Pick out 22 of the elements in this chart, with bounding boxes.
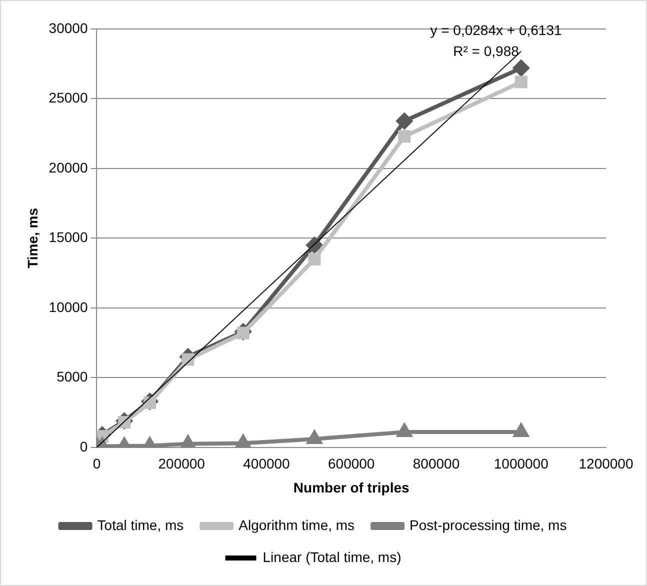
x-tick-label: 400000 [243, 456, 290, 472]
x-tick-label: 200000 [158, 456, 206, 472]
y-tick-label: 30000 [48, 20, 88, 36]
legend-label: Algorithm time, ms [238, 516, 355, 533]
x-tick-label: 1200000 [578, 456, 634, 472]
x-tick-label: 800000 [412, 456, 460, 472]
x-tick-label: 1000000 [494, 456, 549, 472]
x-tick-label: 600000 [328, 456, 375, 472]
legend-label: Total time, ms [97, 516, 184, 533]
annotation: y = 0,0284x + 0,6131 [430, 22, 562, 38]
y-tick-label: 10000 [48, 298, 88, 315]
y-tick-label: 20000 [48, 159, 88, 176]
legend-label: Linear (Total time, ms) [262, 548, 402, 565]
y-tick-label: 25000 [48, 90, 88, 106]
y-tick-label: 0 [80, 438, 88, 454]
y-tick-label: 15000 [48, 229, 88, 246]
x-tick-label: 0 [92, 456, 101, 472]
annotation: R² = 0,988 [453, 42, 520, 59]
y-tick-label: 5000 [56, 368, 88, 385]
y-axis-title: Time, ms [24, 208, 40, 268]
x-axis-title: Number of triples [293, 479, 410, 496]
legend-label: Post-processing time, ms [410, 516, 567, 533]
